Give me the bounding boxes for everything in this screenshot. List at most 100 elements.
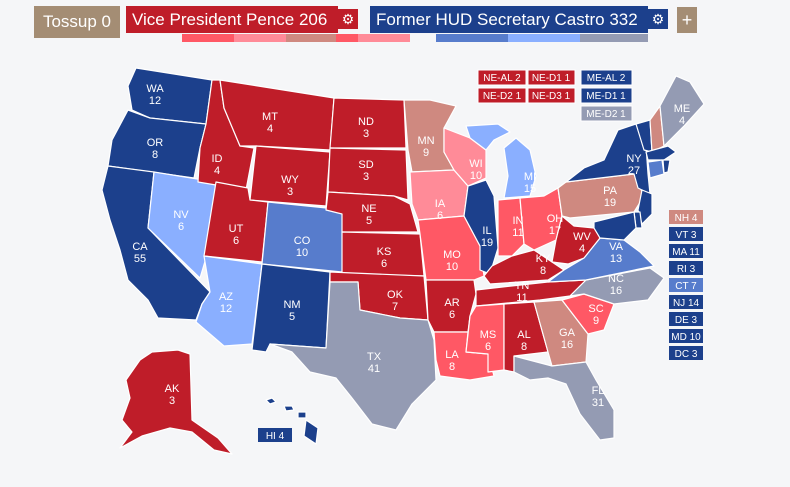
state-ME[interactable]	[659, 75, 705, 147]
nh-box[interactable]	[669, 210, 703, 224]
state-RI[interactable]	[662, 159, 671, 174]
state-label-pa: PA 19	[603, 185, 618, 209]
me-al-label: ME-AL 2	[587, 73, 626, 84]
rep-tilt-segment	[286, 34, 336, 42]
rep-lean-segment	[234, 34, 286, 42]
ne-d1-box[interactable]	[527, 69, 576, 86]
state-label-ks: KS 6	[377, 246, 392, 270]
state-NJ[interactable]	[637, 189, 653, 225]
ma-box[interactable]	[669, 244, 703, 258]
state-label-ut: UT 6	[229, 223, 244, 247]
ne-d3-label: NE-D3 1	[532, 91, 571, 102]
state-AK[interactable]	[119, 349, 233, 455]
state-HI[interactable]	[265, 397, 319, 445]
dem-lean-segment	[508, 34, 580, 42]
state-label-wy: WY 3	[281, 174, 299, 198]
ri-label: RI 3	[677, 264, 696, 275]
state-label-nc: NC 16	[608, 273, 624, 297]
state-label-id: ID 4	[212, 153, 223, 177]
state-label-nv: NV 6	[173, 209, 189, 233]
nj-box[interactable]	[669, 295, 703, 309]
state-label-ar: AR 6	[444, 297, 459, 321]
state-label-sc: SC 9	[588, 303, 603, 327]
state-label-al: AL 8	[517, 329, 530, 353]
ma-label: MA 11	[672, 247, 700, 258]
gear-icon[interactable]: ⚙	[648, 9, 668, 29]
state-TX[interactable]	[269, 281, 437, 431]
ne-al-box[interactable]	[477, 69, 527, 86]
state-OR[interactable]	[107, 109, 207, 179]
state-label-co: CO 10	[294, 235, 311, 259]
gear-icon[interactable]: ⚙	[338, 9, 358, 29]
state-label-nd: ND 3	[358, 116, 374, 140]
state-SD[interactable]	[327, 147, 409, 201]
ne-d3-box[interactable]	[527, 87, 576, 104]
header-bar: Tossup 0 Vice President Pence 206 ⚙ Form…	[0, 0, 790, 48]
state-label-tn: TN 11	[515, 280, 530, 304]
state-label-wa: WA 12	[146, 83, 164, 107]
state-labels: WA 12 OR 8 CA 55 NV 6 ID 4 MT 4 WY 3 UT 6 AZ 12 CO 10 NM 5 ND 3…	[132, 83, 690, 409]
ct-box[interactable]	[669, 278, 703, 292]
tossup-button[interactable]: Tossup 0	[34, 6, 120, 38]
state-label-ok: OK 7	[387, 289, 404, 313]
state-label-ak: AK 3	[165, 383, 180, 407]
ri-box[interactable]	[669, 261, 703, 275]
me-d1-box[interactable]	[580, 87, 633, 104]
ct-label: CT 7	[675, 281, 697, 292]
state-label-mt: MT 4	[262, 111, 278, 135]
republican-label[interactable]: Vice President Pence 206	[126, 6, 338, 33]
md-box[interactable]	[669, 329, 703, 343]
state-MD[interactable]	[593, 211, 637, 241]
state-label-wi: WI 10	[469, 158, 482, 182]
me-d2-box[interactable]	[580, 105, 633, 122]
ne-al-label: NE-AL 2	[483, 73, 521, 84]
state-label-ga: GA 16	[559, 327, 576, 351]
vt-box[interactable]	[669, 227, 703, 241]
state-label-fl: FL 31	[592, 385, 605, 409]
hi-box[interactable]	[258, 428, 292, 442]
ne-d1-label: NE-D1 1	[532, 73, 571, 84]
state-label-az: AZ 12	[219, 291, 233, 315]
nj-label: NJ 14	[673, 298, 700, 309]
de-label: DE 3	[675, 315, 698, 326]
state-label-ms: MS 6	[480, 329, 497, 353]
de-box[interactable]	[669, 312, 703, 326]
state-label-mn: MN 9	[417, 135, 434, 159]
rep-likely-segment	[182, 34, 234, 42]
state-FL[interactable]	[513, 355, 615, 441]
state-ND[interactable]	[329, 97, 407, 149]
state-label-ca: CA 55	[132, 241, 148, 265]
vt-label: VT 3	[676, 230, 697, 241]
state-label-oh: OH 17	[547, 213, 564, 237]
state-label-ia: IA 6	[435, 198, 446, 222]
ne-d2-box[interactable]	[477, 87, 527, 104]
add-candidate-button[interactable]: +	[677, 7, 697, 33]
nh-label: NH 4	[675, 213, 698, 224]
state-label-sd: SD 3	[358, 159, 373, 183]
state-label-me: ME 4	[674, 103, 691, 127]
state-label-mo: MO 10	[443, 249, 461, 273]
me-al-box[interactable]	[580, 69, 633, 86]
state-MI[interactable]	[465, 123, 537, 199]
state-NE[interactable]	[325, 191, 419, 233]
state-label-mi: MI 15	[524, 171, 536, 195]
state-MA[interactable]	[645, 145, 677, 161]
state-label-la: LA 8	[445, 349, 459, 373]
state-label-il: IL 19	[481, 225, 493, 249]
state-label-or: OR 8	[147, 137, 164, 161]
state-label-va: VA 13	[609, 241, 624, 265]
me-d1-label: ME-D1 1	[586, 91, 626, 102]
state-label-ne: NE 5	[361, 203, 376, 227]
state-label-nm: NM 5	[283, 299, 300, 323]
state-label-ny: NY 27	[626, 153, 642, 177]
dc-box[interactable]	[669, 346, 703, 360]
state-label-tx: TX 41	[367, 351, 382, 375]
dc-label: DC 3	[675, 349, 698, 360]
state-label-wv: WV 4	[573, 231, 591, 255]
hi-label: HI 4	[266, 431, 285, 442]
state-CT[interactable]	[647, 159, 665, 179]
democrat-candidate[interactable]: Former HUD Secretary Castro 332 ⚙	[370, 6, 670, 42]
democrat-label[interactable]: Former HUD Secretary Castro 332	[370, 6, 648, 33]
dem-tilt-segment	[580, 34, 648, 42]
